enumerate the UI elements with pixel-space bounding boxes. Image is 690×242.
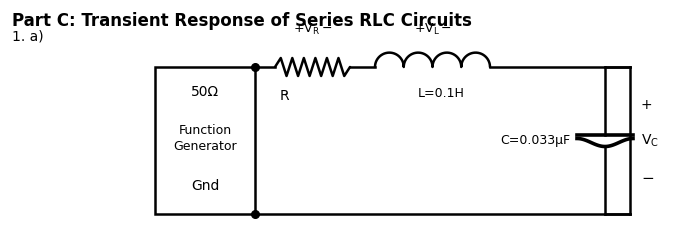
Text: C=0.033μF: C=0.033μF [500,134,570,147]
Text: Gnd: Gnd [191,179,219,193]
Text: 1. a): 1. a) [12,30,43,44]
Text: L=0.1H: L=0.1H [417,87,464,100]
Text: 50Ω: 50Ω [191,85,219,99]
Text: $\mathregular{+V_L-}$: $\mathregular{+V_L-}$ [413,22,451,37]
Text: R: R [280,89,290,103]
Text: Function
Generator: Function Generator [173,123,237,153]
Text: $\mathregular{+V_R-}$: $\mathregular{+V_R-}$ [293,22,332,37]
Text: −: − [641,171,653,186]
Text: +: + [641,98,653,113]
Text: $\mathregular{V_C}$: $\mathregular{V_C}$ [641,132,659,149]
Text: Part C: Transient Response of Series RLC Circuits: Part C: Transient Response of Series RLC… [12,12,472,30]
